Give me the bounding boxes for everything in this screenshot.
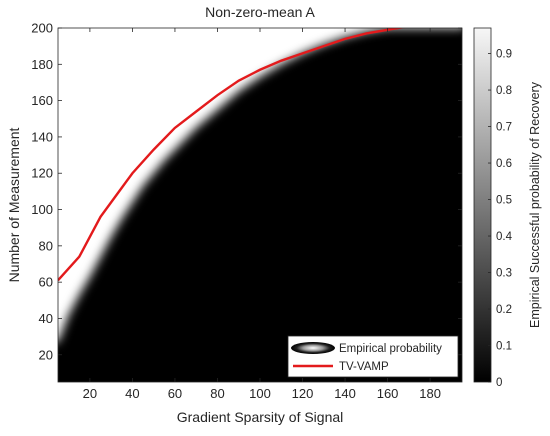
x-axis-ticks: 20 40 60 80 100 120 140 160 180 <box>83 28 441 401</box>
colorbar-tick-label: 0.7 <box>496 122 512 134</box>
x-tick-label: 80 <box>210 386 224 401</box>
colorbar-tick-label: 0.4 <box>496 231 513 243</box>
plot-area <box>58 28 462 382</box>
tv-vamp-line <box>58 28 406 282</box>
colorbar-label: Empirical Successful probability of Reco… <box>528 81 542 328</box>
y-tick-label: 200 <box>31 21 53 36</box>
colorbar-tick-label: 0.5 <box>496 195 512 207</box>
heatmap-failure-region <box>58 28 462 382</box>
chart-title: Non-zero-mean A <box>205 4 315 20</box>
legend-empirical-label: Empirical probability <box>339 343 442 355</box>
x-tick-label: 180 <box>419 386 441 401</box>
y-tick-label: 140 <box>31 129 53 144</box>
y-tick-label: 40 <box>39 311 53 326</box>
x-tick-label: 140 <box>334 386 356 401</box>
legend: Empirical probability TV-VAMP <box>287 335 459 378</box>
y-tick-label: 180 <box>31 57 53 72</box>
colorbar-tick-label: 0.1 <box>496 341 512 353</box>
colorbar-tick-label: 0.6 <box>496 158 512 170</box>
colorbar-ticks: 0 0.1 0.2 0.3 0.4 0.5 0.6 0.7 0.8 0.9 <box>488 49 513 389</box>
x-tick-label: 20 <box>83 386 97 401</box>
legend-tv-vamp-label: TV-VAMP <box>339 361 389 373</box>
colorbar-tick-label: 0.8 <box>496 85 512 97</box>
x-tick-label: 60 <box>168 386 182 401</box>
y-tick-label: 20 <box>39 347 53 362</box>
colorbar-tick-label: 0.3 <box>496 268 512 280</box>
colorbar-tick-label: 0 <box>496 377 502 389</box>
colorbar-tick-label: 0.9 <box>496 49 512 61</box>
y-tick-label: 100 <box>31 202 53 217</box>
x-tick-label: 40 <box>125 386 139 401</box>
x-axis-label: Gradient Sparsity of Signal <box>177 409 344 425</box>
y-tick-label: 80 <box>39 238 53 253</box>
y-axis-ticks: 20 40 60 80 100 120 140 160 180 200 <box>31 21 462 362</box>
y-tick-label: 160 <box>31 93 53 108</box>
y-axis-label: Number of Measurement <box>6 127 22 282</box>
x-tick-label: 160 <box>377 386 399 401</box>
y-tick-label: 120 <box>31 166 53 181</box>
x-tick-label: 100 <box>249 386 271 401</box>
colorbar-tick-label: 0.2 <box>496 304 512 316</box>
y-tick-label: 60 <box>39 275 53 290</box>
legend-empirical-marker <box>291 342 335 354</box>
colorbar <box>473 27 492 383</box>
x-tick-label: 120 <box>292 386 314 401</box>
